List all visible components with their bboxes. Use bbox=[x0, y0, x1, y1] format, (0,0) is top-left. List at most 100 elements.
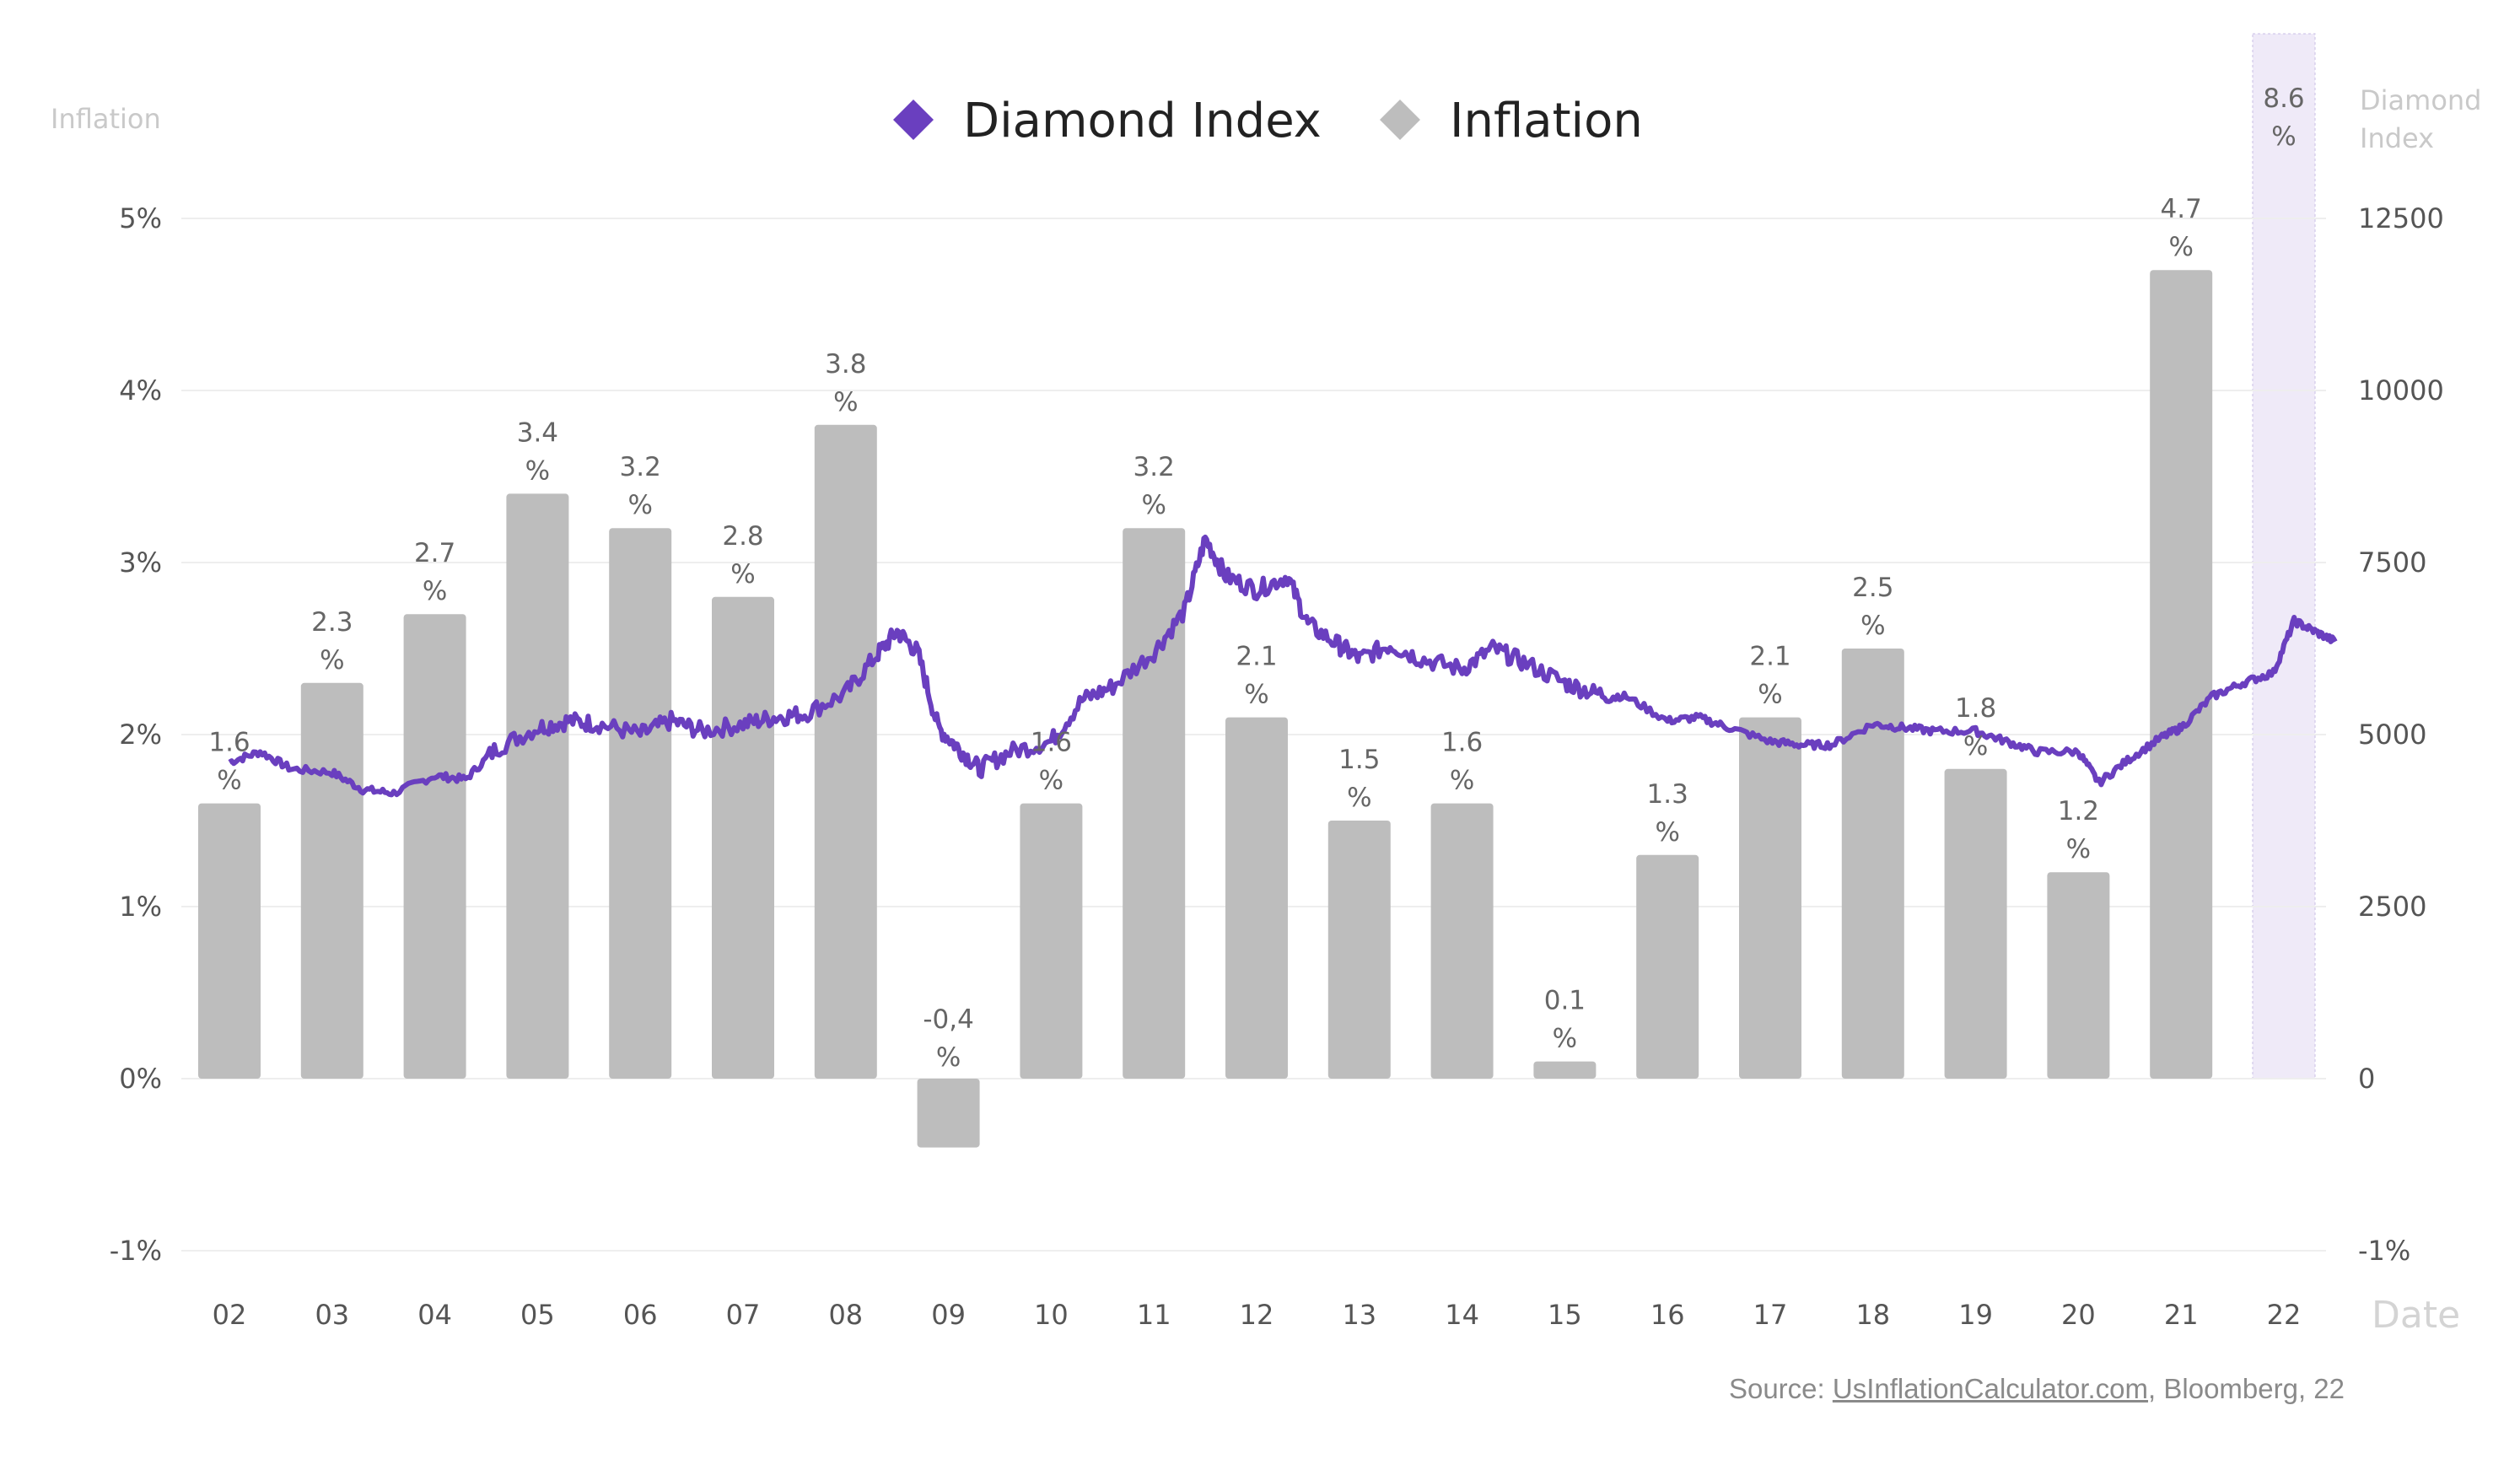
bar-label-value: 3.2 bbox=[1133, 452, 1175, 482]
inflation-bar bbox=[609, 528, 672, 1079]
right-tick-label: 2500 bbox=[2358, 891, 2426, 923]
bar-label-percent: % bbox=[217, 766, 241, 796]
right-tick-label: 0 bbox=[2358, 1063, 2375, 1095]
x-tick-label: 21 bbox=[2164, 1299, 2199, 1331]
left-tick-label: 5% bbox=[119, 202, 162, 234]
bar-label-percent: % bbox=[2168, 232, 2193, 262]
inflation-bar bbox=[1533, 1061, 1597, 1079]
left-tick-label: 1% bbox=[119, 891, 162, 923]
inflation-bar bbox=[1225, 717, 1288, 1079]
bar-label-percent: % bbox=[936, 1042, 961, 1073]
x-tick-label: 17 bbox=[1753, 1299, 1788, 1331]
source-suffix: , Bloomberg, 22 bbox=[2148, 1373, 2345, 1404]
inflation-bar bbox=[506, 493, 569, 1079]
bar-label-value: 4.7 bbox=[2161, 194, 2202, 224]
x-tick-label: 16 bbox=[1650, 1299, 1685, 1331]
left-tick-label: -1% bbox=[110, 1235, 162, 1267]
right-tick-label: -1% bbox=[2358, 1235, 2410, 1267]
inflation-bar bbox=[1944, 768, 2007, 1079]
left-tick-label: 2% bbox=[119, 719, 162, 751]
bar-label-percent: % bbox=[2066, 834, 2091, 864]
inflation-bar bbox=[2150, 270, 2213, 1079]
legend-inflation-marker bbox=[1380, 100, 1420, 140]
bar-label-percent: % bbox=[1655, 817, 1679, 848]
inflation-bar bbox=[1327, 821, 1391, 1079]
bar-label-value: 2.3 bbox=[311, 607, 353, 638]
bar-label-value: 0.1 bbox=[1544, 986, 1586, 1016]
right-tick-label: 7500 bbox=[2358, 546, 2426, 579]
inflation-bar bbox=[1636, 854, 1699, 1079]
bar-label-percent: % bbox=[2271, 121, 2296, 152]
x-tick-label: 11 bbox=[1137, 1299, 1171, 1331]
left-tick-label: 4% bbox=[119, 374, 162, 406]
bar-label-percent: % bbox=[1347, 783, 1371, 813]
bar-label-percent: % bbox=[730, 559, 755, 590]
right-tick-label: 5000 bbox=[2358, 719, 2426, 751]
bar-label-value: 2.1 bbox=[1236, 642, 1277, 672]
legend-inflation-label: Inflation bbox=[1450, 94, 1643, 148]
x-tick-label: 02 bbox=[213, 1299, 247, 1331]
bar-label-value: 1.5 bbox=[1338, 745, 1380, 775]
inflation-bar bbox=[917, 1079, 980, 1148]
bar-label-percent: % bbox=[833, 387, 858, 417]
x-tick-label: 05 bbox=[520, 1299, 555, 1331]
bar-label-value: 3.2 bbox=[620, 452, 661, 482]
bar-label-percent: % bbox=[1553, 1024, 1577, 1054]
bar-label-percent: % bbox=[1141, 490, 1166, 520]
right-axis-title-line1: Diamond bbox=[2360, 84, 2481, 116]
x-tick-label: 19 bbox=[1958, 1299, 1993, 1331]
inflation-bar bbox=[403, 614, 466, 1079]
inflation-bar bbox=[1739, 717, 1801, 1079]
legend-diamond-index-marker bbox=[893, 100, 934, 140]
highlight-band-22 bbox=[2252, 33, 2316, 1079]
x-tick-label: 13 bbox=[1342, 1299, 1376, 1331]
bar-label-percent: % bbox=[320, 645, 344, 676]
left-axis-title: Inflation bbox=[51, 103, 161, 135]
right-axis-title-line2: Index bbox=[2360, 122, 2434, 154]
bar-label-value: 2.8 bbox=[722, 521, 763, 552]
bar-label-value: 2.5 bbox=[1852, 573, 1893, 603]
source-note: Source: UsInflationCalculator.com, Bloom… bbox=[1729, 1373, 2345, 1405]
inflation-bar bbox=[712, 596, 774, 1079]
bar-label-percent: % bbox=[1244, 680, 1268, 710]
bar-label-percent: % bbox=[1039, 766, 1063, 796]
bar-label-percent: % bbox=[1860, 611, 1885, 641]
x-axis-title: Date bbox=[2372, 1294, 2460, 1337]
x-tick-label: 12 bbox=[1240, 1299, 1274, 1331]
right-tick-label: 12500 bbox=[2358, 202, 2444, 234]
inflation-bar bbox=[1430, 803, 1494, 1079]
bar-label-percent: % bbox=[627, 490, 652, 520]
inflation-bar bbox=[1020, 803, 1083, 1079]
x-tick-label: 07 bbox=[726, 1299, 761, 1331]
bar-label-value: 8.6 bbox=[2263, 83, 2304, 114]
bar-label-value: 2.1 bbox=[1749, 642, 1790, 672]
x-tick-label: 20 bbox=[2061, 1299, 2096, 1331]
inflation-bar bbox=[814, 424, 877, 1079]
bar-label-percent: % bbox=[1450, 766, 1474, 796]
x-tick-label: 04 bbox=[417, 1299, 452, 1331]
bar-label-percent: % bbox=[1758, 680, 1782, 710]
bar-label-percent: % bbox=[423, 576, 447, 606]
bar-label-value: 1.6 bbox=[1031, 728, 1072, 758]
bar-label-percent: % bbox=[525, 455, 550, 486]
x-tick-label: 18 bbox=[1855, 1299, 1890, 1331]
source-link[interactable]: UsInflationCalculator.com bbox=[1832, 1373, 2149, 1404]
bar-label-value: 1.2 bbox=[2058, 796, 2099, 826]
bar-label-value: 3.8 bbox=[825, 349, 866, 380]
bar-label-percent: % bbox=[1963, 731, 1988, 762]
x-tick-label: 10 bbox=[1034, 1299, 1069, 1331]
bar-label-value: 1.6 bbox=[208, 728, 250, 758]
left-tick-label: 3% bbox=[119, 546, 162, 579]
left-tick-label: 0% bbox=[119, 1063, 162, 1095]
x-tick-label: 06 bbox=[623, 1299, 658, 1331]
x-tick-label: 08 bbox=[828, 1299, 863, 1331]
source-prefix: Source: bbox=[1728, 1373, 1833, 1404]
inflation-bar bbox=[1123, 528, 1186, 1079]
x-tick-label: 15 bbox=[1548, 1299, 1582, 1331]
bar-label-value: 2.7 bbox=[414, 538, 455, 568]
legend-diamond-index-label: Diamond Index bbox=[963, 94, 1322, 148]
inflation-bar bbox=[198, 803, 261, 1079]
x-tick-label: 09 bbox=[931, 1299, 966, 1331]
diamond-index-line bbox=[228, 534, 2338, 798]
